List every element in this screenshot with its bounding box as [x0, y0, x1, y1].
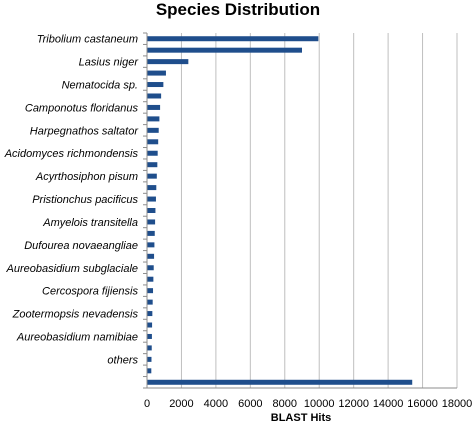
category-label: Pristionchus pacificus — [32, 194, 138, 206]
bars — [147, 36, 413, 385]
bar — [147, 345, 152, 351]
bar — [147, 36, 319, 42]
bar — [147, 356, 152, 362]
bar — [147, 162, 158, 168]
x-tick-label: 6000 — [238, 398, 262, 410]
category-label: Amyelois transitella — [42, 217, 138, 229]
bar — [147, 379, 413, 385]
category-label: Acidomyces richmondensis — [4, 148, 139, 160]
bar — [147, 70, 166, 76]
x-tick-label: 8000 — [273, 398, 297, 410]
bar — [147, 368, 152, 374]
bar — [147, 185, 157, 191]
bar — [147, 93, 162, 99]
category-label: Zootermopsis nevadensis — [12, 309, 139, 321]
x-tick-labels: 0 2000 4000 6000 8000 10000 12000 14000 16000 180… — [144, 398, 472, 410]
bar — [147, 322, 153, 328]
chart-title: Species Distribution — [156, 0, 320, 19]
bar — [147, 288, 154, 294]
bar — [147, 276, 154, 282]
bar — [147, 127, 159, 133]
grid-lines — [180, 33, 458, 388]
bar — [147, 139, 159, 145]
bar — [147, 116, 160, 122]
bar — [147, 219, 156, 225]
axes — [143, 32, 457, 389]
x-tick-label: 0 — [144, 398, 150, 410]
category-label: Nematocida sp. — [62, 80, 138, 92]
bar — [147, 333, 152, 339]
x-tick-label: 2000 — [169, 398, 193, 410]
bar — [147, 104, 161, 110]
category-label: Aureobasidium subglaciale — [6, 263, 138, 275]
bar — [147, 299, 153, 305]
bar — [147, 311, 153, 317]
x-axis-title: BLAST Hits — [271, 412, 332, 424]
category-label: Tribolium castaneum — [37, 34, 138, 46]
bar — [147, 150, 158, 156]
x-tick-label: 10000 — [304, 398, 335, 410]
x-tick-label: 18000 — [442, 398, 473, 410]
bar — [147, 196, 156, 202]
x-tick-label: 14000 — [373, 398, 404, 410]
x-tick-label: 12000 — [338, 398, 369, 410]
category-label: Lasius niger — [79, 57, 140, 69]
category-label: others — [107, 354, 138, 366]
bar — [147, 265, 154, 271]
category-label: Acyrthosiphon pisum — [35, 171, 138, 183]
bar — [147, 242, 155, 248]
bar — [147, 230, 155, 236]
category-label: Dufourea novaeangliae — [24, 240, 138, 252]
bar — [147, 47, 302, 53]
category-label: Harpegnathos saltator — [30, 125, 140, 137]
category-labels: Tribolium castaneum Lasius niger Nematocid… — [4, 34, 140, 367]
bar — [147, 253, 155, 259]
x-tick-label: 4000 — [204, 398, 228, 410]
category-label: Camponotus floridanus — [25, 102, 139, 114]
bar — [147, 82, 164, 88]
bar — [147, 173, 157, 179]
category-label: Cercospora fijiensis — [42, 286, 138, 298]
bar — [147, 59, 189, 65]
x-tick-label: 16000 — [407, 398, 438, 410]
bar — [147, 208, 156, 213]
category-label: Aureobasidium namibiae — [16, 331, 138, 343]
